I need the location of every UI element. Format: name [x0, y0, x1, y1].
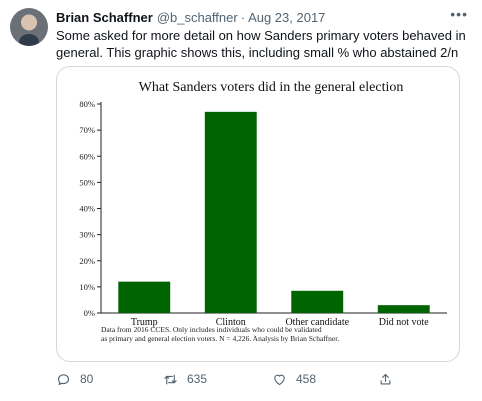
user-handle[interactable]: @b_schaffner	[156, 9, 238, 25]
retweet-count: 635	[187, 372, 208, 386]
heart-icon	[274, 374, 285, 385]
bar-other-candidate	[291, 290, 344, 313]
chart-note-line-1: Data from 2016 CCES. Only includes indiv…	[101, 325, 322, 334]
bar-clinton	[204, 111, 257, 314]
y-tick-label: 30%	[79, 230, 95, 240]
x-tick-label: Other candidate	[285, 317, 349, 328]
more-options-icon[interactable]: •••	[450, 6, 468, 22]
x-tick-label: Did not vote	[379, 317, 430, 328]
bar-did-not-vote	[377, 305, 430, 313]
reply-count: 80	[80, 372, 94, 386]
y-tick-label: 0%	[84, 308, 95, 318]
retweet-icon	[164, 374, 177, 384]
share-button[interactable]	[378, 372, 402, 387]
x-tick-label: Trump	[131, 317, 158, 328]
y-tick-label: 60%	[79, 151, 95, 161]
avatar[interactable]	[10, 8, 48, 46]
chart-title: What Sanders voters did in the general e…	[139, 80, 404, 95]
share-icon	[380, 373, 391, 384]
retweet-button[interactable]: 635	[163, 372, 207, 387]
chart-note-line-2: as primary and general election voters. …	[101, 334, 339, 343]
tweet-text: Some asked for more detail on how Sander…	[56, 28, 466, 60]
bar-chart: What Sanders voters did in the general e…	[79, 80, 447, 343]
y-tick-label: 20%	[79, 256, 95, 266]
separator-dot: ·	[240, 9, 246, 25]
y-tick-label: 70%	[79, 125, 95, 135]
display-name[interactable]: Brian Schaffner	[56, 9, 153, 25]
like-count: 458	[296, 372, 317, 386]
y-tick-label: 40%	[79, 204, 95, 214]
y-tick-label: 50%	[79, 177, 95, 187]
reply-icon	[57, 373, 70, 385]
reply-button[interactable]: 80	[56, 372, 93, 387]
like-button[interactable]: 458	[272, 372, 316, 387]
x-tick-label: Clinton	[216, 317, 246, 328]
tweet-image[interactable]: What Sanders voters did in the general e…	[56, 66, 460, 362]
tweet-header: Brian Schaffner @b_schaffner · Aug 23, 2…	[56, 8, 448, 26]
x-axis-labels: Trump Clinton Other candidate Did not vote	[131, 317, 429, 328]
y-tick-label: 80%	[79, 99, 95, 109]
y-tick-label: 10%	[79, 282, 95, 292]
bars	[118, 111, 430, 314]
bar-trump	[118, 281, 171, 313]
tweet-date[interactable]: Aug 23, 2017	[248, 9, 326, 25]
action-bar: 80 635 458	[56, 370, 460, 388]
